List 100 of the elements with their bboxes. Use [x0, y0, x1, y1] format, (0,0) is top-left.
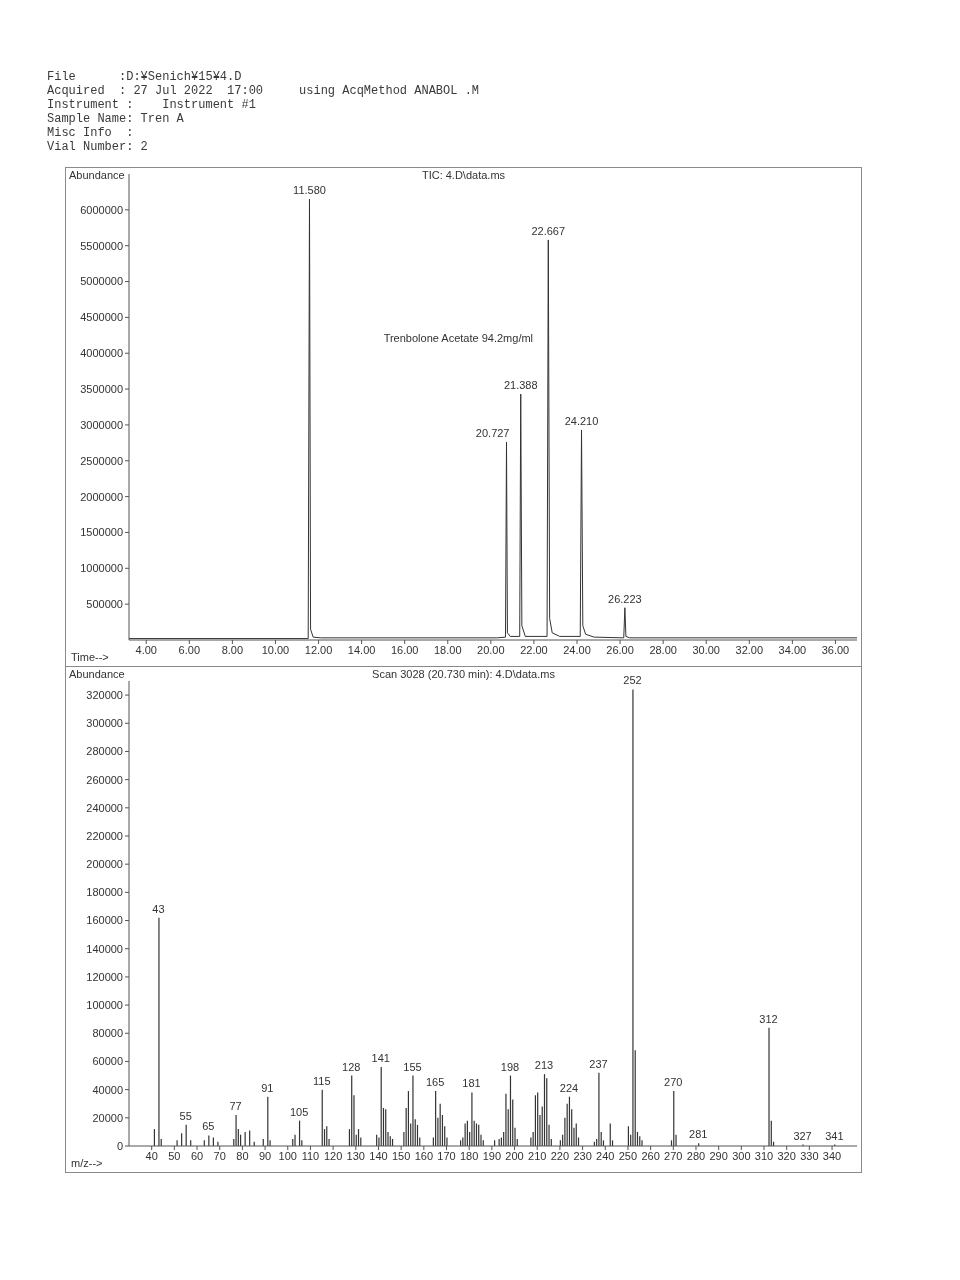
- text: Instrument : Instrument #1: [47, 98, 257, 112]
- annotation: 11.580: [293, 184, 326, 197]
- y-tick-label: 6000000: [80, 203, 123, 216]
- y-tick-label: 500000: [86, 598, 123, 611]
- annotation: 55: [179, 1109, 192, 1122]
- annotation: 281: [689, 1128, 708, 1141]
- y-tick-label: 4000000: [80, 347, 123, 360]
- text: Vial Number: 2: [47, 140, 149, 154]
- annotation: 341: [825, 1129, 844, 1142]
- x-tick-label: 250: [618, 1149, 638, 1162]
- y-axis-title: Abundance: [69, 668, 125, 680]
- y-tick-label: 140000: [86, 942, 123, 955]
- annotation: 65: [202, 1120, 215, 1133]
- x-tick-label: 220: [550, 1149, 570, 1162]
- x-tick-label: 240: [596, 1149, 615, 1162]
- x-tick-label: 26.00: [606, 643, 634, 656]
- y-tick-label: 60000: [92, 1055, 123, 1068]
- y-tick-label: 5500000: [80, 239, 123, 252]
- x-tick-label: 210: [528, 1149, 547, 1162]
- x-tick-label: 150: [391, 1149, 411, 1162]
- x-tick-label: 36.00: [821, 643, 850, 656]
- annotation: 22.667: [531, 224, 566, 237]
- y-tick-label: 120000: [86, 970, 123, 983]
- x-tick-label: 30.00: [692, 643, 720, 656]
- chart-title: Scan 3028 (20.730 min): 4.D\data.ms: [372, 668, 555, 680]
- annotation: 43: [152, 902, 165, 915]
- annotation: 155: [403, 1060, 422, 1073]
- x-tick-label: 28.00: [649, 643, 677, 656]
- x-tick-label: 170: [437, 1149, 456, 1162]
- annotation: 181: [462, 1077, 481, 1090]
- text: File :D:¥Senich¥15¥4.D: [47, 70, 243, 84]
- x-tick-label: 34.00: [778, 643, 807, 656]
- annotation: 21.388: [503, 379, 538, 392]
- y-axis-title: Abundance: [69, 169, 125, 181]
- y-tick-label: 100000: [86, 999, 123, 1011]
- y-tick-label: 4500000: [80, 311, 123, 324]
- y-tick-label: 160000: [86, 914, 123, 927]
- y-tick-label: 1500000: [80, 526, 123, 539]
- x-tick-label: 140: [369, 1149, 388, 1162]
- x-tick-label: 20.00: [477, 643, 505, 656]
- x-tick-label: 320: [777, 1149, 796, 1162]
- x-tick-label: 100: [278, 1149, 297, 1162]
- x-tick-label: 70: [213, 1149, 226, 1162]
- annotation: 91: [261, 1081, 274, 1094]
- x-tick-label: 290: [709, 1149, 728, 1162]
- x-tick-label: 50: [168, 1149, 181, 1162]
- x-tick-label: 180: [460, 1149, 479, 1162]
- x-tick-label: 14.00: [347, 643, 376, 656]
- annotation: 24.210: [564, 414, 599, 427]
- x-tick-label: 10.00: [261, 643, 290, 656]
- x-tick-label: 330: [800, 1149, 819, 1162]
- annotation: 20.727: [475, 427, 510, 440]
- x-tick-label: 310: [754, 1149, 774, 1162]
- annotation: 237: [589, 1057, 608, 1070]
- x-tick-label: 4.00: [135, 643, 157, 656]
- x-tick-label: 280: [686, 1149, 706, 1162]
- y-tick-label: 2500000: [80, 454, 123, 467]
- x-tick-label: 110: [301, 1149, 320, 1162]
- annotation: 115: [313, 1074, 331, 1087]
- annotation: 213: [534, 1059, 554, 1072]
- text: Sample Name: Tren A: [47, 112, 185, 126]
- text: Misc Info :: [47, 126, 135, 140]
- y-tick-label: 40000: [92, 1083, 123, 1096]
- y-tick-label: 260000: [86, 773, 123, 786]
- x-tick-label: 24.00: [563, 643, 591, 656]
- text: Acquired : 27 Jul 2022 17:00 using AcqMethod ANABOL .M: [47, 84, 481, 98]
- x-tick-label: 16.00: [390, 643, 419, 656]
- y-tick-label: 300000: [86, 717, 123, 730]
- y-tick-label: 20000: [92, 1111, 123, 1124]
- annotation: 128: [342, 1060, 361, 1073]
- annotation: 270: [664, 1076, 683, 1089]
- y-tick-label: 3500000: [80, 382, 123, 395]
- chart-title: TIC: 4.D\data.ms: [421, 169, 506, 181]
- annotation: 198: [500, 1060, 520, 1073]
- x-axis-title: m/z-->: [71, 1157, 103, 1169]
- y-tick-label: 240000: [86, 801, 123, 814]
- x-tick-label: 230: [573, 1149, 592, 1162]
- x-tick-label: 160: [414, 1149, 434, 1162]
- annotation: 312: [759, 1012, 778, 1025]
- x-tick-label: 8.00: [221, 643, 244, 656]
- y-tick-label: 3000000: [80, 418, 123, 431]
- annotation: 224: [559, 1081, 579, 1094]
- x-axis-title: Time-->: [71, 651, 109, 663]
- y-tick-label: 280000: [86, 745, 123, 758]
- annotation: 165: [425, 1076, 445, 1089]
- y-tick-label: 80000: [92, 1027, 123, 1040]
- y-tick-label: 220000: [86, 829, 123, 842]
- x-tick-label: 260: [641, 1149, 660, 1162]
- annotation: 77: [229, 1100, 242, 1112]
- y-tick-label: 320000: [86, 689, 123, 701]
- x-tick-label: 300: [732, 1149, 751, 1162]
- x-tick-label: 190: [482, 1149, 502, 1162]
- x-tick-label: 120: [323, 1149, 343, 1162]
- y-tick-label: 1000000: [80, 562, 123, 575]
- x-tick-label: 200: [505, 1149, 524, 1162]
- y-tick-label: 0: [116, 1139, 123, 1152]
- x-tick-label: 80: [236, 1149, 249, 1162]
- x-tick-label: 12.00: [304, 643, 333, 656]
- annotation: 141: [371, 1052, 390, 1065]
- x-tick-label: 6.00: [178, 643, 201, 656]
